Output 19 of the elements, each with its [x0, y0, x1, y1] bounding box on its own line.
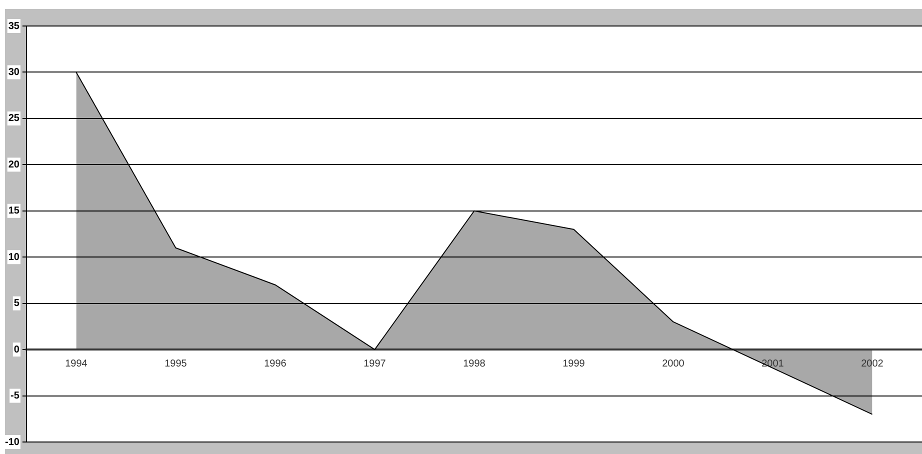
x-tick-label: 2000: [662, 358, 685, 370]
x-tick-label: 1994: [65, 358, 88, 370]
y-tick-label: 10: [8, 252, 20, 263]
x-tick-label: 1998: [463, 358, 486, 370]
x-tick-label: 1996: [264, 358, 287, 370]
x-tick-label: 1999: [562, 358, 586, 370]
x-tick-label: 1997: [364, 358, 386, 370]
y-tick-label: -5: [10, 390, 20, 402]
y-tick-label: 5: [14, 298, 20, 310]
y-tick-label: 25: [8, 113, 20, 124]
x-tick-label: 1995: [164, 358, 188, 370]
y-tick-label: 35: [8, 20, 20, 32]
x-tick-label: 2001: [762, 358, 784, 370]
y-tick-label: 30: [8, 66, 20, 78]
x-tick-label: 2002: [861, 358, 884, 370]
y-tick-label: 15: [8, 206, 20, 217]
y-tick-label: -10: [5, 436, 20, 448]
y-tick-label: 20: [8, 159, 20, 170]
y-tick-label: 0: [14, 344, 20, 356]
